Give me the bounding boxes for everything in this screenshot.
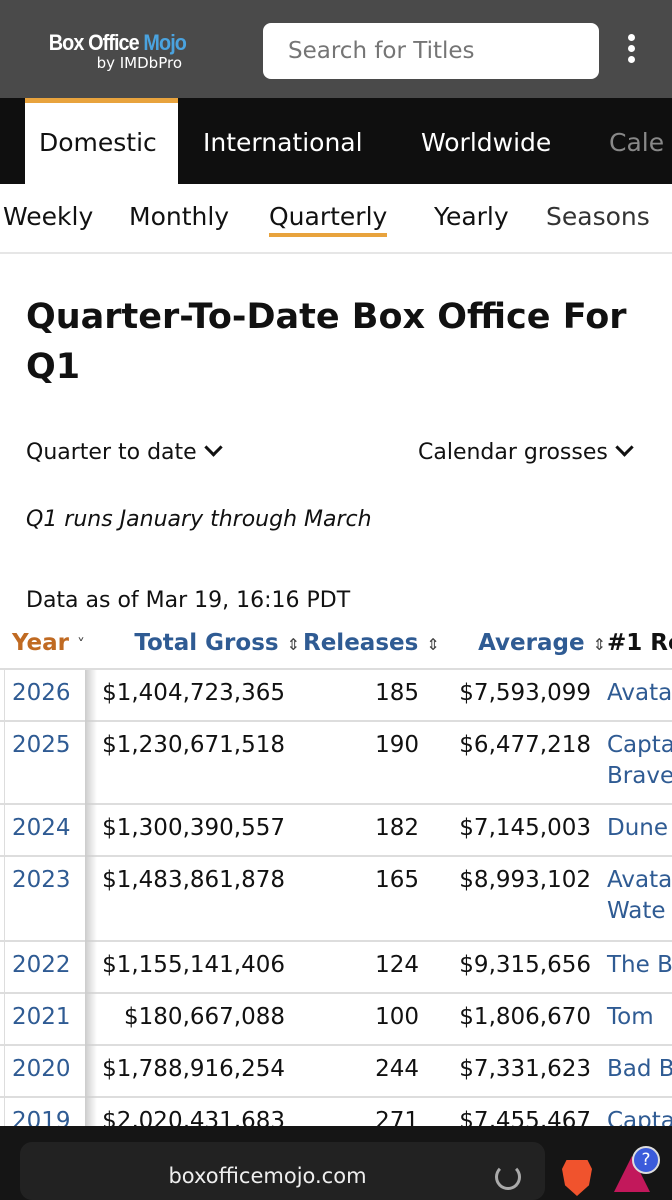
- top-release-link[interactable]: Capta: [607, 1108, 672, 1126]
- subtab-quarterly[interactable]: Quarterly: [269, 202, 388, 237]
- data-timestamp: Data as of Mar 19, 16:16 PDT: [26, 588, 351, 613]
- total-gross: $180,667,088: [124, 1004, 285, 1030]
- grosses-dropdown-label: Calendar grosses: [418, 440, 608, 465]
- tab-domestic[interactable]: Domestic: [25, 98, 178, 184]
- table-row: 2024 $1,300,390,557 182 $7,145,003 Dune: [0, 805, 672, 857]
- sort-desc-icon: ˅: [77, 635, 86, 654]
- tab-calendar[interactable]: Cale: [609, 128, 665, 157]
- subtab-seasons[interactable]: Seasons: [546, 202, 650, 231]
- year-link[interactable]: 2025: [12, 732, 71, 758]
- address-bar[interactable]: boxofficemojo.com: [20, 1142, 545, 1200]
- year-link[interactable]: 2023: [12, 867, 71, 893]
- reload-icon[interactable]: [495, 1164, 521, 1190]
- total-gross: $1,230,671,518: [102, 732, 285, 758]
- average-gross: $1,806,670: [459, 1004, 591, 1030]
- average-gross: $7,331,623: [459, 1056, 591, 1082]
- releases-count: 165: [375, 867, 419, 893]
- sub-nav: Weekly Monthly Quarterly Yearly Seasons: [0, 184, 672, 254]
- average-gross: $6,477,218: [459, 732, 591, 758]
- page-title: Quarter-To-Date Box Office For Q1: [26, 297, 627, 387]
- chevron-down-icon: [615, 438, 634, 457]
- top-release-header[interactable]: #1 Re: [607, 630, 672, 656]
- top-bar: Box Office Mojo by IMDbPro: [0, 0, 672, 98]
- average-header[interactable]: Average ⇕: [478, 630, 606, 656]
- sort-icon: ⇕: [286, 635, 300, 654]
- quarter-dropdown[interactable]: Quarter to date: [26, 438, 223, 465]
- tab-international[interactable]: International: [203, 128, 363, 157]
- table-row: 2020 $1,788,916,254 244 $7,331,623 Bad B: [0, 1046, 672, 1098]
- quarter-dropdown-label: Quarter to date: [26, 440, 197, 465]
- quarter-note: Q1 runs January through March: [26, 507, 372, 532]
- logo[interactable]: Box Office Mojo by IMDbPro: [26, 30, 187, 72]
- table-header: Year ˅ Total Gross ⇕ Releases ⇕ Average …: [0, 618, 672, 670]
- logo-main: Box Office: [48, 30, 140, 55]
- sort-icon: ⇕: [426, 635, 440, 654]
- sort-icon: ⇕: [592, 635, 606, 654]
- average-gross: $7,593,099: [459, 680, 591, 706]
- search-input[interactable]: [263, 23, 599, 79]
- logo-sub: by IMDbPro: [96, 54, 182, 72]
- subtab-yearly[interactable]: Yearly: [434, 202, 509, 231]
- help-icon[interactable]: ?: [632, 1146, 660, 1174]
- total-gross: $1,155,141,406: [102, 952, 285, 978]
- subtab-monthly[interactable]: Monthly: [129, 202, 230, 231]
- more-menu-icon[interactable]: [624, 34, 638, 64]
- total-gross: $1,404,723,365: [102, 680, 285, 706]
- browser-toolbar: boxofficemojo.com ?: [0, 1126, 672, 1200]
- divider: [4, 670, 5, 1126]
- chevron-down-icon: [203, 438, 223, 457]
- box-office-table: Year ˅ Total Gross ⇕ Releases ⇕ Average …: [0, 618, 672, 1126]
- releases-count: 244: [375, 1056, 419, 1082]
- year-link[interactable]: 2024: [12, 815, 71, 841]
- year-link[interactable]: 2019: [12, 1108, 71, 1126]
- brave-shield-icon[interactable]: [562, 1160, 592, 1196]
- gross-header[interactable]: Total Gross ⇕: [134, 630, 300, 656]
- url-text: boxofficemojo.com: [168, 1164, 367, 1188]
- top-release-link[interactable]: Capta Brave: [607, 732, 672, 789]
- tab-worldwide[interactable]: Worldwide: [421, 128, 552, 157]
- sticky-column-shadow: [85, 670, 97, 1126]
- average-gross: $9,315,656: [459, 952, 591, 978]
- releases-count: 124: [375, 952, 419, 978]
- average-gross: $8,993,102: [459, 867, 591, 893]
- releases-count: 190: [375, 732, 419, 758]
- releases-header[interactable]: Releases ⇕: [303, 630, 440, 656]
- table-row: 2021 $180,667,088 100 $1,806,670 Tom: [0, 994, 672, 1046]
- year-header[interactable]: Year ˅: [12, 630, 86, 656]
- top-release-link[interactable]: Bad B: [607, 1056, 672, 1082]
- total-gross: $1,483,861,878: [102, 867, 285, 893]
- year-link[interactable]: 2022: [12, 952, 71, 978]
- top-release-link[interactable]: Avata: [607, 680, 672, 706]
- total-gross: $1,788,916,254: [102, 1056, 285, 1082]
- year-link[interactable]: 2020: [12, 1056, 71, 1082]
- average-gross: $7,455,467: [459, 1108, 591, 1126]
- subtab-weekly[interactable]: Weekly: [3, 202, 94, 231]
- table-row: 2019 $2,020,431,683 271 $7,455,467 Capta: [0, 1098, 672, 1126]
- top-release-link[interactable]: Avata Wate: [607, 867, 672, 924]
- logo-accent: Mojo: [143, 30, 187, 55]
- top-release-link[interactable]: The B: [607, 952, 672, 978]
- table-row: 2026 $1,404,723,365 185 $7,593,099 Avata: [0, 670, 672, 722]
- releases-count: 185: [375, 680, 419, 706]
- top-release-link[interactable]: Tom: [607, 1004, 654, 1030]
- table-row: 2025 $1,230,671,518 190 $6,477,218 Capta…: [0, 722, 672, 805]
- total-gross: $2,020,431,683: [102, 1108, 285, 1126]
- releases-count: 182: [375, 815, 419, 841]
- table-row: 2023 $1,483,861,878 165 $8,993,102 Avata…: [0, 857, 672, 942]
- year-link[interactable]: 2026: [12, 680, 71, 706]
- total-gross: $1,300,390,557: [102, 815, 285, 841]
- grosses-dropdown[interactable]: Calendar grosses: [418, 438, 634, 465]
- releases-count: 100: [375, 1004, 419, 1030]
- average-gross: $7,145,003: [459, 815, 591, 841]
- table-row: 2022 $1,155,141,406 124 $9,315,656 The B: [0, 942, 672, 994]
- year-link[interactable]: 2021: [12, 1004, 71, 1030]
- releases-count: 271: [375, 1108, 419, 1126]
- top-release-link[interactable]: Dune: [607, 815, 669, 841]
- main-nav: Domestic International Worldwide Cale: [0, 98, 672, 184]
